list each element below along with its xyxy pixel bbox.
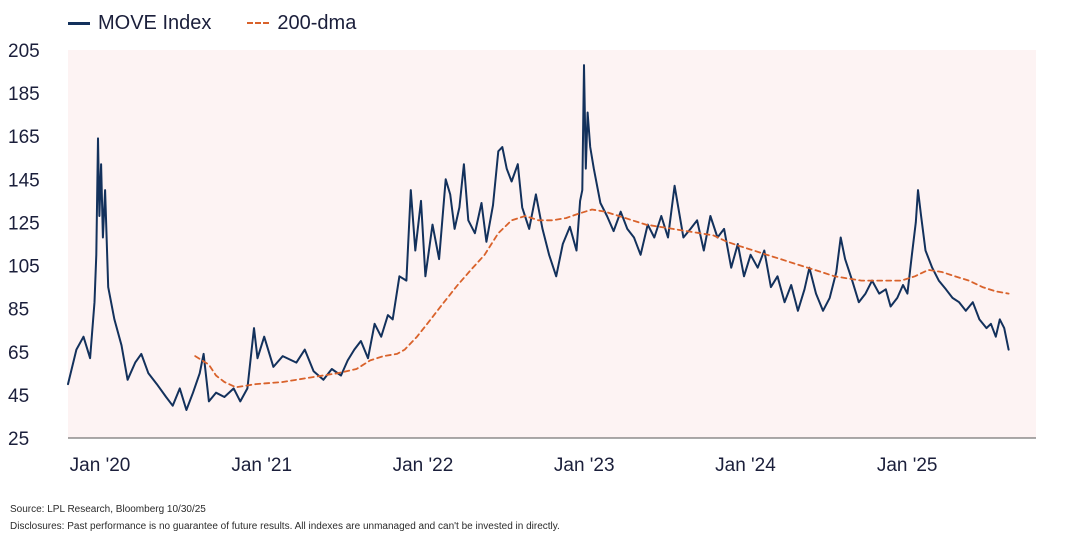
x-tick-label: Jan '20 (70, 455, 131, 476)
y-tick-label: 45 (8, 386, 29, 407)
legend-item-move-index: MOVE Index (68, 12, 211, 35)
y-tick-label: 145 (8, 170, 40, 191)
series-line-200-dma (194, 208, 1010, 389)
y-tick-label: 85 (8, 300, 29, 321)
legend-item-200-dma: 200-dma (247, 12, 356, 35)
legend-label-200-dma: 200-dma (277, 11, 357, 34)
y-tick-label: 105 (8, 257, 40, 278)
chart: 25 45 65 85 105 125 145 165 185 205 Jan '20 Jan '21… (8, 41, 1036, 476)
legend-swatch-200-dma (247, 22, 270, 24)
x-tick-label: Jan '21 (231, 455, 292, 476)
y-tick-label: 125 (8, 213, 40, 234)
x-tick-label: Jan '22 (393, 455, 454, 476)
y-tick-label: 205 (8, 41, 40, 62)
source-note: Source: LPL Research, Bloomberg 10/30/25 (10, 504, 206, 515)
y-tick-label: 165 (8, 127, 40, 148)
legend-swatch-move-index (68, 21, 90, 25)
y-tick-label: 65 (8, 343, 29, 364)
x-tick-label: Jan '24 (715, 455, 776, 476)
legend-label-move-index: MOVE Index (98, 11, 212, 34)
y-tick-label: 25 (8, 429, 29, 450)
plot-area (68, 50, 1036, 438)
legend: MOVE Index 200-dma (68, 10, 392, 36)
y-tick-label: 185 (8, 84, 40, 105)
disclosure-note: Disclosures: Past performance is no guar… (10, 521, 560, 532)
series-line-move-index (67, 64, 1010, 411)
x-tick-label: Jan '23 (554, 455, 615, 476)
x-tick-label: Jan '25 (877, 455, 938, 476)
